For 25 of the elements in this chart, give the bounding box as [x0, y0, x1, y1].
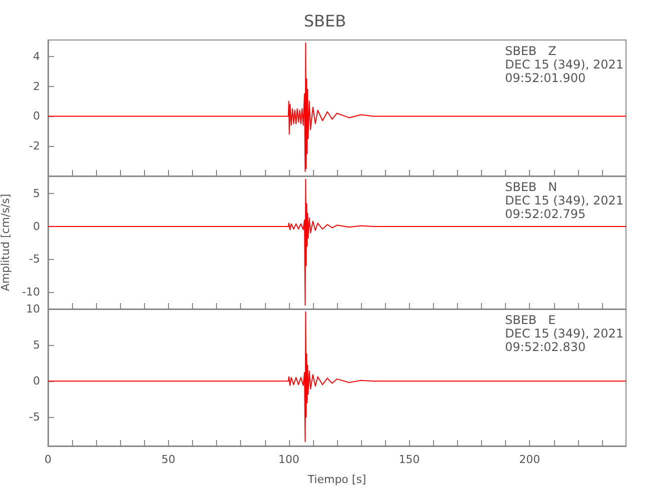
x-tick-label: 100	[278, 453, 300, 466]
x-axis-title: Tiempo [s]	[306, 473, 366, 486]
line-series	[48, 42, 626, 172]
annotation: SBEB Z DEC 15 (349), 2021 09:52:01.900	[505, 44, 624, 85]
y-tick-label: 4	[33, 50, 40, 63]
y-tick-label: -10	[22, 285, 40, 298]
x-tick-label: 0	[44, 453, 52, 466]
x-tick-label: 150	[398, 453, 420, 466]
annotation: SBEB E DEC 15 (349), 2021 09:52:02.830	[505, 312, 624, 354]
y-tick-label: 0	[33, 220, 40, 233]
y-tick-label: 10	[26, 302, 40, 316]
y-tick-label: 0	[33, 110, 40, 123]
chart-title: SBEB	[304, 12, 346, 30]
y-tick-label: -5	[29, 252, 40, 266]
y-tick-label: -5	[29, 410, 40, 424]
y-tick-label: -2	[29, 140, 40, 153]
x-tick-label: 200	[519, 453, 540, 466]
y-tick-label: 0	[33, 374, 40, 388]
y-tick-label: 5	[33, 187, 40, 200]
line-series	[48, 178, 626, 306]
annotation: SBEB N DEC 15 (349), 2021 09:52:02.795	[505, 180, 624, 221]
y-axis-title: Amplitud [cm/s/s]	[0, 194, 12, 292]
x-tick-label: 50	[161, 453, 176, 466]
y-tick-label: 2	[33, 80, 40, 93]
y-tick-label: 5	[33, 338, 40, 352]
